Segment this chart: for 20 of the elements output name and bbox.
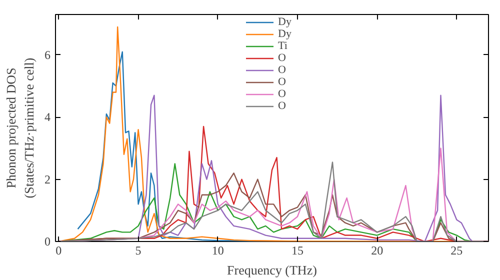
y-axis-title: Phonon projected DOS (States/THz·primitive cell) (4, 58, 36, 198)
x-tick-label: 0 (56, 244, 62, 258)
legend-label: O (278, 88, 287, 100)
legend-label: Ti (278, 40, 288, 52)
x-tick-label: 25 (450, 244, 463, 258)
x-tick-label: 20 (371, 244, 384, 258)
y-tick-label: 2 (44, 172, 50, 186)
legend-label: O (278, 76, 287, 88)
x-axis-title: Frequency (THz) (227, 262, 317, 278)
y-tick-label: 0 (44, 234, 50, 248)
y-tick-label: 4 (44, 110, 50, 124)
x-tick-label: 15 (291, 244, 304, 258)
legend-label: Dy (278, 28, 292, 40)
y-tick-label: 6 (44, 48, 50, 62)
legend-label: O (278, 64, 287, 76)
legend-label: O (278, 100, 287, 112)
legend-label: Dy (278, 16, 292, 28)
x-tick-label: 5 (135, 244, 142, 258)
legend-label: O (278, 52, 287, 64)
x-tick-label: 10 (212, 244, 224, 258)
